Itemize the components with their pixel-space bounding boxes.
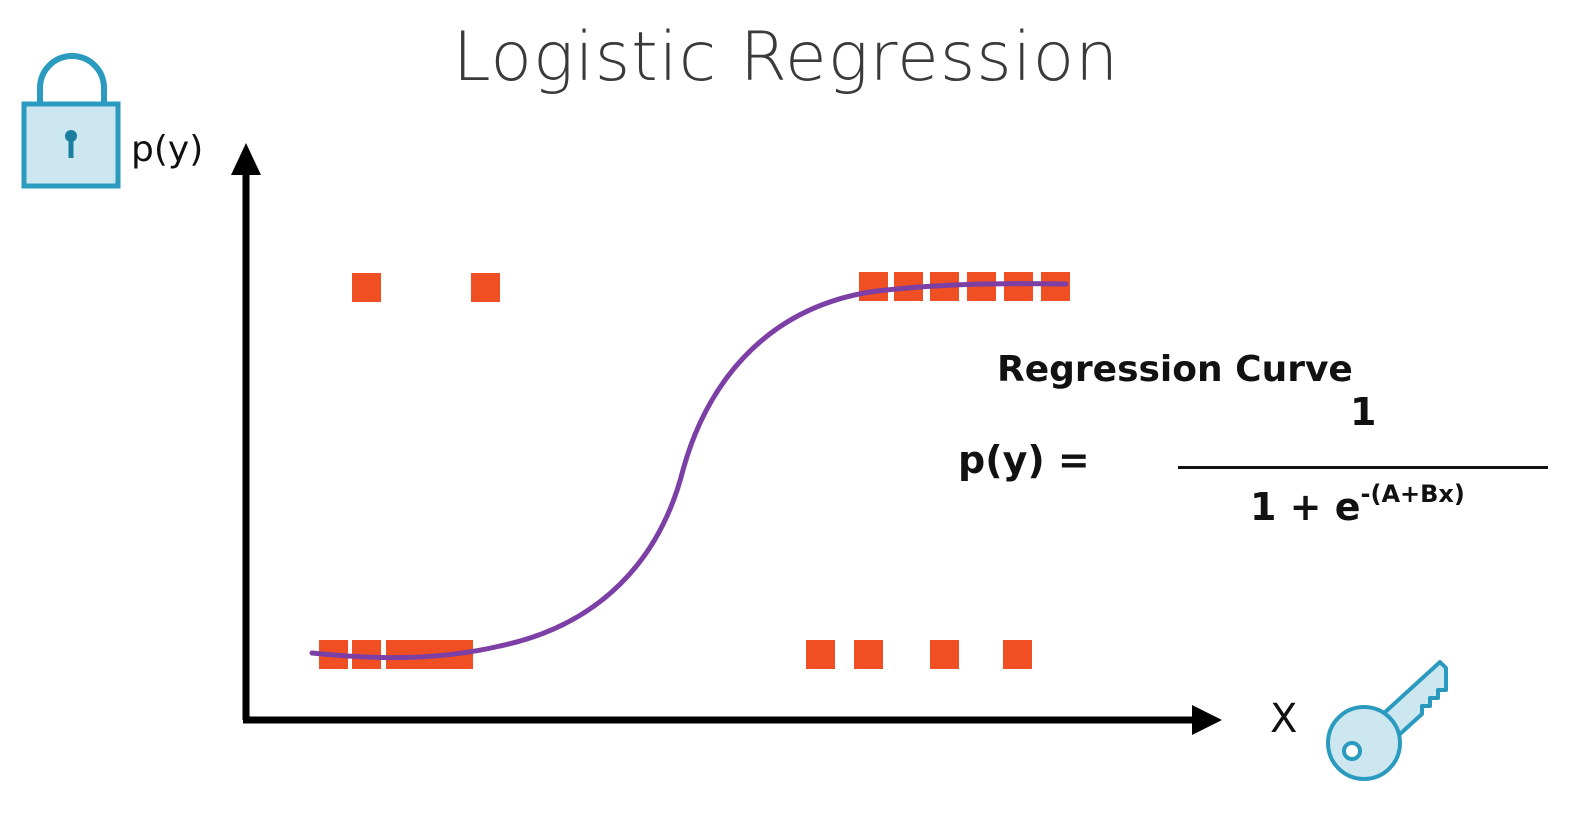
data-point: [1041, 272, 1070, 301]
data-point: [352, 273, 381, 302]
data-point: [1003, 640, 1032, 669]
y-axis-arrow: [231, 143, 261, 175]
x-axis-label: X: [1270, 696, 1298, 742]
equation-denominator: 1 + e-(A+Bx): [1250, 480, 1465, 529]
data-point: [859, 272, 888, 301]
padlock-icon: [21, 53, 121, 189]
denominator-exponent: -(A+Bx): [1360, 480, 1465, 508]
key-icon: [1326, 660, 1448, 781]
data-point: [806, 640, 835, 669]
points-high: [352, 272, 1070, 302]
data-point: [930, 640, 959, 669]
data-point: [471, 273, 500, 302]
data-point: [386, 640, 415, 669]
x-axis-arrow: [1192, 705, 1222, 735]
equation-lhs: p(y) =: [958, 438, 1090, 482]
page-title: Logistic Regression: [452, 18, 1120, 97]
regression-curve: [309, 281, 1069, 661]
equation-numerator: 1: [1350, 390, 1377, 434]
curve-label: Regression Curve: [997, 349, 1353, 390]
y-axis-label: p(y): [131, 129, 204, 170]
data-point: [854, 640, 883, 669]
fraction-bar: [1178, 466, 1548, 469]
data-point: [1004, 272, 1033, 301]
denominator-base: 1 + e: [1250, 485, 1361, 529]
